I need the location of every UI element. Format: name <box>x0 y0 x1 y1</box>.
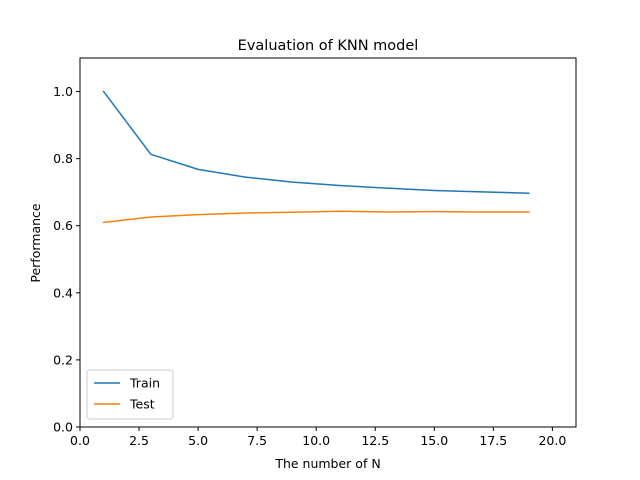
y-axis-label: Performance <box>28 203 43 283</box>
x-tick-label: 17.5 <box>479 433 507 448</box>
x-tick-label: 15.0 <box>420 433 448 448</box>
plot-lines <box>102 90 530 224</box>
x-tick-label: 7.5 <box>247 433 267 448</box>
legend: Train Test <box>86 369 174 420</box>
x-tick-label: 5.0 <box>188 433 208 448</box>
y-axis-ticks: 0.0 0.2 0.4 0.6 0.8 1.0 <box>53 84 80 435</box>
x-axis-label: The number of N <box>274 456 380 471</box>
x-tick-label: 12.5 <box>361 433 389 448</box>
y-tick-label: 0.0 <box>53 420 73 435</box>
plot-frame <box>79 57 577 428</box>
legend-label-test: Test <box>129 397 155 412</box>
x-tick-label: 0.0 <box>70 433 90 448</box>
y-tick-label: 1.0 <box>53 84 73 99</box>
legend-label-train: Train <box>129 376 160 391</box>
y-tick-label: 0.2 <box>53 352 73 367</box>
chart-title: Evaluation of KNN model <box>238 38 419 54</box>
series-line-train <box>102 90 530 194</box>
y-tick-label: 0.6 <box>53 218 73 233</box>
x-tick-label: 20.0 <box>538 433 566 448</box>
y-tick-label: 0.8 <box>53 151 73 166</box>
x-tick-label: 10.0 <box>302 433 330 448</box>
x-axis-ticks: 0.0 2.5 5.0 7.5 10.0 12.5 15.0 17.5 20.0 <box>70 427 566 448</box>
x-tick-label: 2.5 <box>129 433 149 448</box>
y-tick-label: 0.4 <box>53 285 73 300</box>
series-line-test <box>102 210 530 224</box>
